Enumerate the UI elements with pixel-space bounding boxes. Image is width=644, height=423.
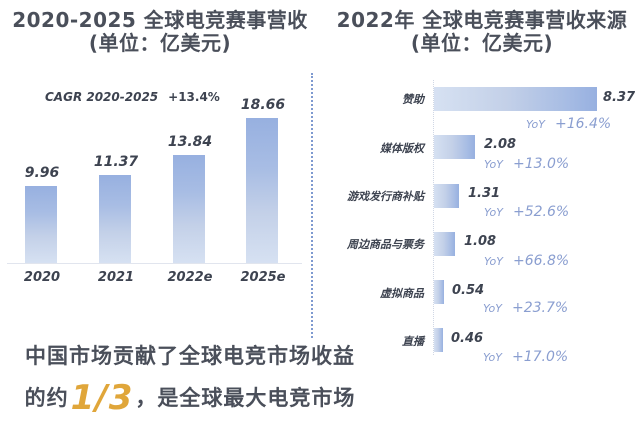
chart-divider xyxy=(311,73,313,338)
hbar-value-digital-goods: 0.54 xyxy=(452,283,485,298)
footer-prefix: 的约 xyxy=(24,386,69,410)
bar-2025e xyxy=(246,118,278,263)
hbar-merch-tickets xyxy=(434,232,455,256)
yoy-label: YoY xyxy=(484,255,503,268)
hbar-value-publisher-fees: 1.31 xyxy=(468,186,501,201)
cagr-value: +13.4% xyxy=(168,90,220,104)
category-label-merch-tickets: 周边商品与票务 xyxy=(347,238,424,251)
left-title-line1: 2020-2025 全球电竞赛事营收 xyxy=(12,8,308,32)
yoy-media-rights: YoY +13.0% xyxy=(484,153,569,172)
right-title-line2: (单位：亿美元) xyxy=(410,31,554,55)
bar-2021 xyxy=(99,175,131,263)
yoy-publisher-fees: YoY +52.6% xyxy=(484,201,569,220)
hbar-value-media-rights: 2.08 xyxy=(484,137,517,152)
cagr-annotation: CAGR 2020-2025 +13.4% xyxy=(45,90,220,104)
yoy-value: +52.6% xyxy=(512,204,570,220)
right-title-line1: 2022年 全球电竞赛事营收来源 xyxy=(336,8,628,32)
hbar-streaming xyxy=(434,328,443,352)
left-title-line2: (单位：亿美元) xyxy=(88,31,232,55)
bar-value-2020: 9.96 xyxy=(24,165,60,181)
left-chart-title: 2020-2025 全球电竞赛事营收 (单位：亿美元) xyxy=(0,9,320,55)
hbar-digital-goods xyxy=(434,280,444,304)
y-axis-line xyxy=(433,80,434,355)
yoy-digital-goods: YoY +23.7% xyxy=(483,297,568,316)
category-label-media-rights: 媒体版权 xyxy=(380,142,424,155)
yoy-value: +17.0% xyxy=(511,349,569,365)
yoy-label: YoY xyxy=(484,206,503,219)
category-label-sponsorship: 赞助 xyxy=(402,93,424,106)
x-label-2025e: 2025e xyxy=(240,270,286,285)
x-label-2020: 2020 xyxy=(23,270,61,285)
category-label-streaming: 直播 xyxy=(402,335,424,348)
yoy-value: +23.7% xyxy=(511,300,569,316)
yoy-label: YoY xyxy=(483,302,502,315)
bar-value-2025e: 18.66 xyxy=(240,97,286,113)
category-label-publisher-fees: 游戏发行商补贴 xyxy=(347,190,424,203)
x-axis-baseline xyxy=(7,263,302,264)
yoy-label: YoY xyxy=(483,351,502,364)
cagr-label: CAGR 2020-2025 xyxy=(45,90,159,104)
yoy-value: +13.0% xyxy=(512,156,570,172)
hbar-sponsorship xyxy=(434,87,597,111)
x-label-2022e: 2022e xyxy=(167,270,213,285)
hbar-media-rights xyxy=(434,135,475,159)
right-chart-title: 2022年 全球电竞赛事营收来源 (单位：亿美元) xyxy=(320,9,644,55)
hbar-publisher-fees xyxy=(434,184,459,208)
footer-line2: 的约1/3，是全球最大电竞市场 xyxy=(0,378,380,418)
bar-value-2022e: 13.84 xyxy=(167,134,213,150)
bar-value-2021: 11.37 xyxy=(93,154,139,170)
bar-2020 xyxy=(25,186,57,263)
hbar-value-streaming: 0.46 xyxy=(451,331,484,346)
yoy-value: +16.4% xyxy=(554,116,612,132)
yoy-value: +66.8% xyxy=(512,253,570,269)
yoy-streaming: YoY +17.0% xyxy=(483,346,568,365)
category-label-digital-goods: 虚拟商品 xyxy=(380,287,424,300)
x-label-2021: 2021 xyxy=(97,270,135,285)
hbar-value-merch-tickets: 1.08 xyxy=(464,234,497,249)
yoy-label: YoY xyxy=(526,118,545,131)
yoy-sponsorship: YoY +16.4% xyxy=(526,113,611,132)
hbar-value-sponsorship: 8.37 xyxy=(603,90,636,105)
yoy-merch-tickets: YoY +66.8% xyxy=(484,250,569,269)
footer-line1: 中国市场贡献了全球电竞市场收益 xyxy=(25,344,355,368)
footer-fraction: 1/3 xyxy=(70,378,134,418)
bar-2022e xyxy=(173,155,205,263)
footer-suffix: ，是全球最大电竞市场 xyxy=(135,386,356,410)
yoy-label: YoY xyxy=(484,158,503,171)
